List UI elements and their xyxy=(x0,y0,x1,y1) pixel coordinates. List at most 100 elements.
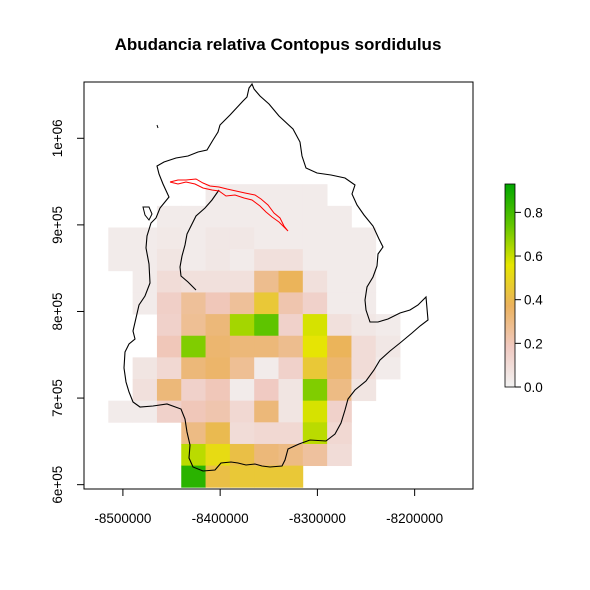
heatmap-cell xyxy=(278,270,304,293)
heatmap-cell xyxy=(229,270,255,293)
colorbar xyxy=(504,183,516,388)
heatmap-cells xyxy=(108,184,401,488)
heatmap-cell xyxy=(132,270,158,293)
heatmap-cell xyxy=(229,292,255,315)
x-tick-label: -8400000 xyxy=(192,511,249,526)
heatmap-cell xyxy=(229,357,255,380)
heatmap-cell xyxy=(351,292,377,315)
river-line xyxy=(169,178,289,232)
heatmap-cell xyxy=(205,270,231,293)
heatmap-cell xyxy=(302,227,328,250)
heatmap-cell xyxy=(254,227,279,250)
coast-detail xyxy=(142,124,159,221)
heatmap-cell xyxy=(302,422,328,445)
heatmap-cell xyxy=(375,314,401,337)
heatmap-cell xyxy=(156,400,182,423)
heatmap-cell xyxy=(181,249,206,272)
heatmap-cell xyxy=(181,465,206,488)
heatmap-cell xyxy=(278,465,304,488)
y-tick-label: 6e+05 xyxy=(50,466,65,504)
y-axis: 6e+05 7e+05 8e+05 9e+05 1e+06 xyxy=(50,119,85,504)
heatmap-cell xyxy=(229,465,255,488)
heatmap-cell xyxy=(254,465,279,488)
heatmap-cell xyxy=(205,292,231,315)
heatmap-cell xyxy=(302,249,328,272)
heatmap-cell xyxy=(181,314,206,337)
heatmap-cell xyxy=(327,422,352,445)
x-axis: -8500000 -8400000 -8300000 -8200000 xyxy=(94,488,443,526)
heatmap-cell xyxy=(156,205,182,228)
heatmap-cell xyxy=(302,357,328,380)
heatmap-cell xyxy=(205,400,231,423)
heatmap-cell xyxy=(229,314,255,337)
heatmap-cell xyxy=(254,443,279,467)
heatmap-cell xyxy=(375,335,401,358)
heatmap-cell xyxy=(254,292,279,315)
heatmap-cell xyxy=(327,379,352,402)
heatmap-cell xyxy=(278,184,304,207)
heatmap-cell xyxy=(229,443,255,467)
heatmap-cell xyxy=(205,205,231,228)
heatmap-cell xyxy=(229,227,255,250)
heatmap-cell xyxy=(156,270,182,293)
heatmap-cell xyxy=(108,400,134,423)
heatmap-cell xyxy=(254,335,279,358)
internal-boundary xyxy=(179,189,220,291)
heatmap-cell xyxy=(229,379,255,402)
heatmap-cell xyxy=(302,335,328,358)
heatmap-cell xyxy=(278,379,304,402)
heatmap-cell xyxy=(254,314,279,337)
heatmap-cell xyxy=(351,335,377,358)
heatmap-cell xyxy=(327,443,352,467)
heatmap-cell xyxy=(156,227,182,250)
heatmap-cell xyxy=(108,227,134,250)
heatmap-cell xyxy=(254,400,279,423)
colorbar-axis: 0.0 0.2 0.4 0.6 0.8 xyxy=(515,205,543,395)
heatmap-cell xyxy=(351,314,377,337)
heatmap-cell xyxy=(254,184,279,207)
y-tick-label: 7e+05 xyxy=(50,379,65,417)
heatmap-cell xyxy=(205,227,231,250)
heatmap-cell xyxy=(132,292,158,315)
heatmap-cell xyxy=(229,184,255,207)
heatmap-cell xyxy=(181,422,206,445)
chart-title: Abudancia relativa Contopus sordidulus xyxy=(115,35,442,54)
heatmap-cell xyxy=(181,292,206,315)
heatmap-cell xyxy=(254,422,279,445)
heatmap-cell xyxy=(181,357,206,380)
y-tick-label: 1e+06 xyxy=(50,119,65,157)
heatmap-cell xyxy=(156,379,182,402)
heatmap-cell xyxy=(254,270,279,293)
heatmap-cell xyxy=(327,227,352,250)
x-tick-label: -8500000 xyxy=(94,511,151,526)
heatmap-cell xyxy=(351,227,377,250)
heatmap-cell xyxy=(205,249,231,272)
colorbar-tick-label: 0.6 xyxy=(524,249,543,264)
heatmap-cell xyxy=(278,227,304,250)
heatmap-cell xyxy=(156,357,182,380)
heatmap-cell xyxy=(132,379,158,402)
heatmap-cell xyxy=(327,249,352,272)
heatmap-cell xyxy=(302,400,328,423)
heatmap-cell xyxy=(278,422,304,445)
heatmap-cell xyxy=(327,314,352,337)
heatmap-cell xyxy=(181,400,206,423)
heatmap-cell xyxy=(327,205,352,228)
heatmap-cell xyxy=(132,249,158,272)
heatmap-cell xyxy=(181,379,206,402)
heatmap-cell xyxy=(351,249,377,272)
heatmap-cell xyxy=(156,314,182,337)
heatmap-cell xyxy=(181,443,206,467)
heatmap-cell xyxy=(229,422,255,445)
heatmap-cell xyxy=(278,249,304,272)
region-outline xyxy=(123,82,429,472)
heatmap-cell xyxy=(156,335,182,358)
heatmap-cell xyxy=(254,249,279,272)
heatmap-cell xyxy=(205,443,231,467)
heatmap-cell xyxy=(278,335,304,358)
colorbar-tick-label: 0.0 xyxy=(524,380,543,395)
y-tick-label: 8e+05 xyxy=(50,293,65,331)
heatmap-cell xyxy=(351,379,377,402)
heatmap-cell xyxy=(302,270,328,293)
